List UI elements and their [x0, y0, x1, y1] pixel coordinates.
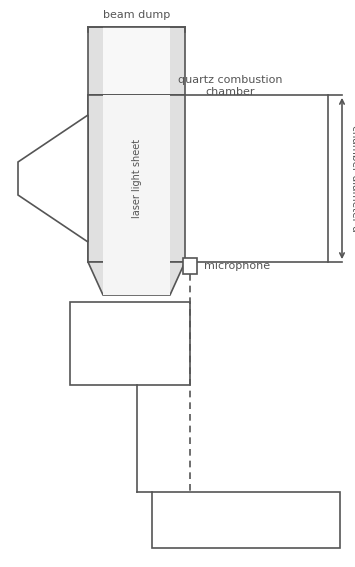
- Text: chamber diameter d: chamber diameter d: [350, 125, 355, 232]
- Text: microphone: microphone: [204, 261, 270, 271]
- Text: beam
shaping
optics: beam shaping optics: [108, 327, 152, 360]
- Text: laser light sheet: laser light sheet: [131, 139, 142, 218]
- Polygon shape: [103, 95, 170, 262]
- Text: quartz combustion
chamber: quartz combustion chamber: [178, 75, 282, 96]
- Polygon shape: [103, 262, 170, 295]
- Bar: [152, 492, 340, 548]
- Text: pulsed Nd:YAG/dye
laser system: pulsed Nd:YAG/dye laser system: [193, 509, 299, 531]
- Polygon shape: [88, 262, 185, 295]
- Text: burner: burner: [30, 173, 67, 183]
- Bar: [70, 302, 190, 385]
- Text: y: y: [196, 144, 202, 154]
- Polygon shape: [18, 115, 88, 242]
- Text: flow direction: flow direction: [220, 195, 295, 205]
- Polygon shape: [88, 27, 185, 95]
- Polygon shape: [88, 95, 185, 262]
- Text: z: z: [241, 191, 247, 201]
- Text: beam dump: beam dump: [103, 10, 170, 20]
- Polygon shape: [103, 27, 170, 95]
- Bar: [88, 95, 328, 262]
- Bar: [183, 258, 197, 274]
